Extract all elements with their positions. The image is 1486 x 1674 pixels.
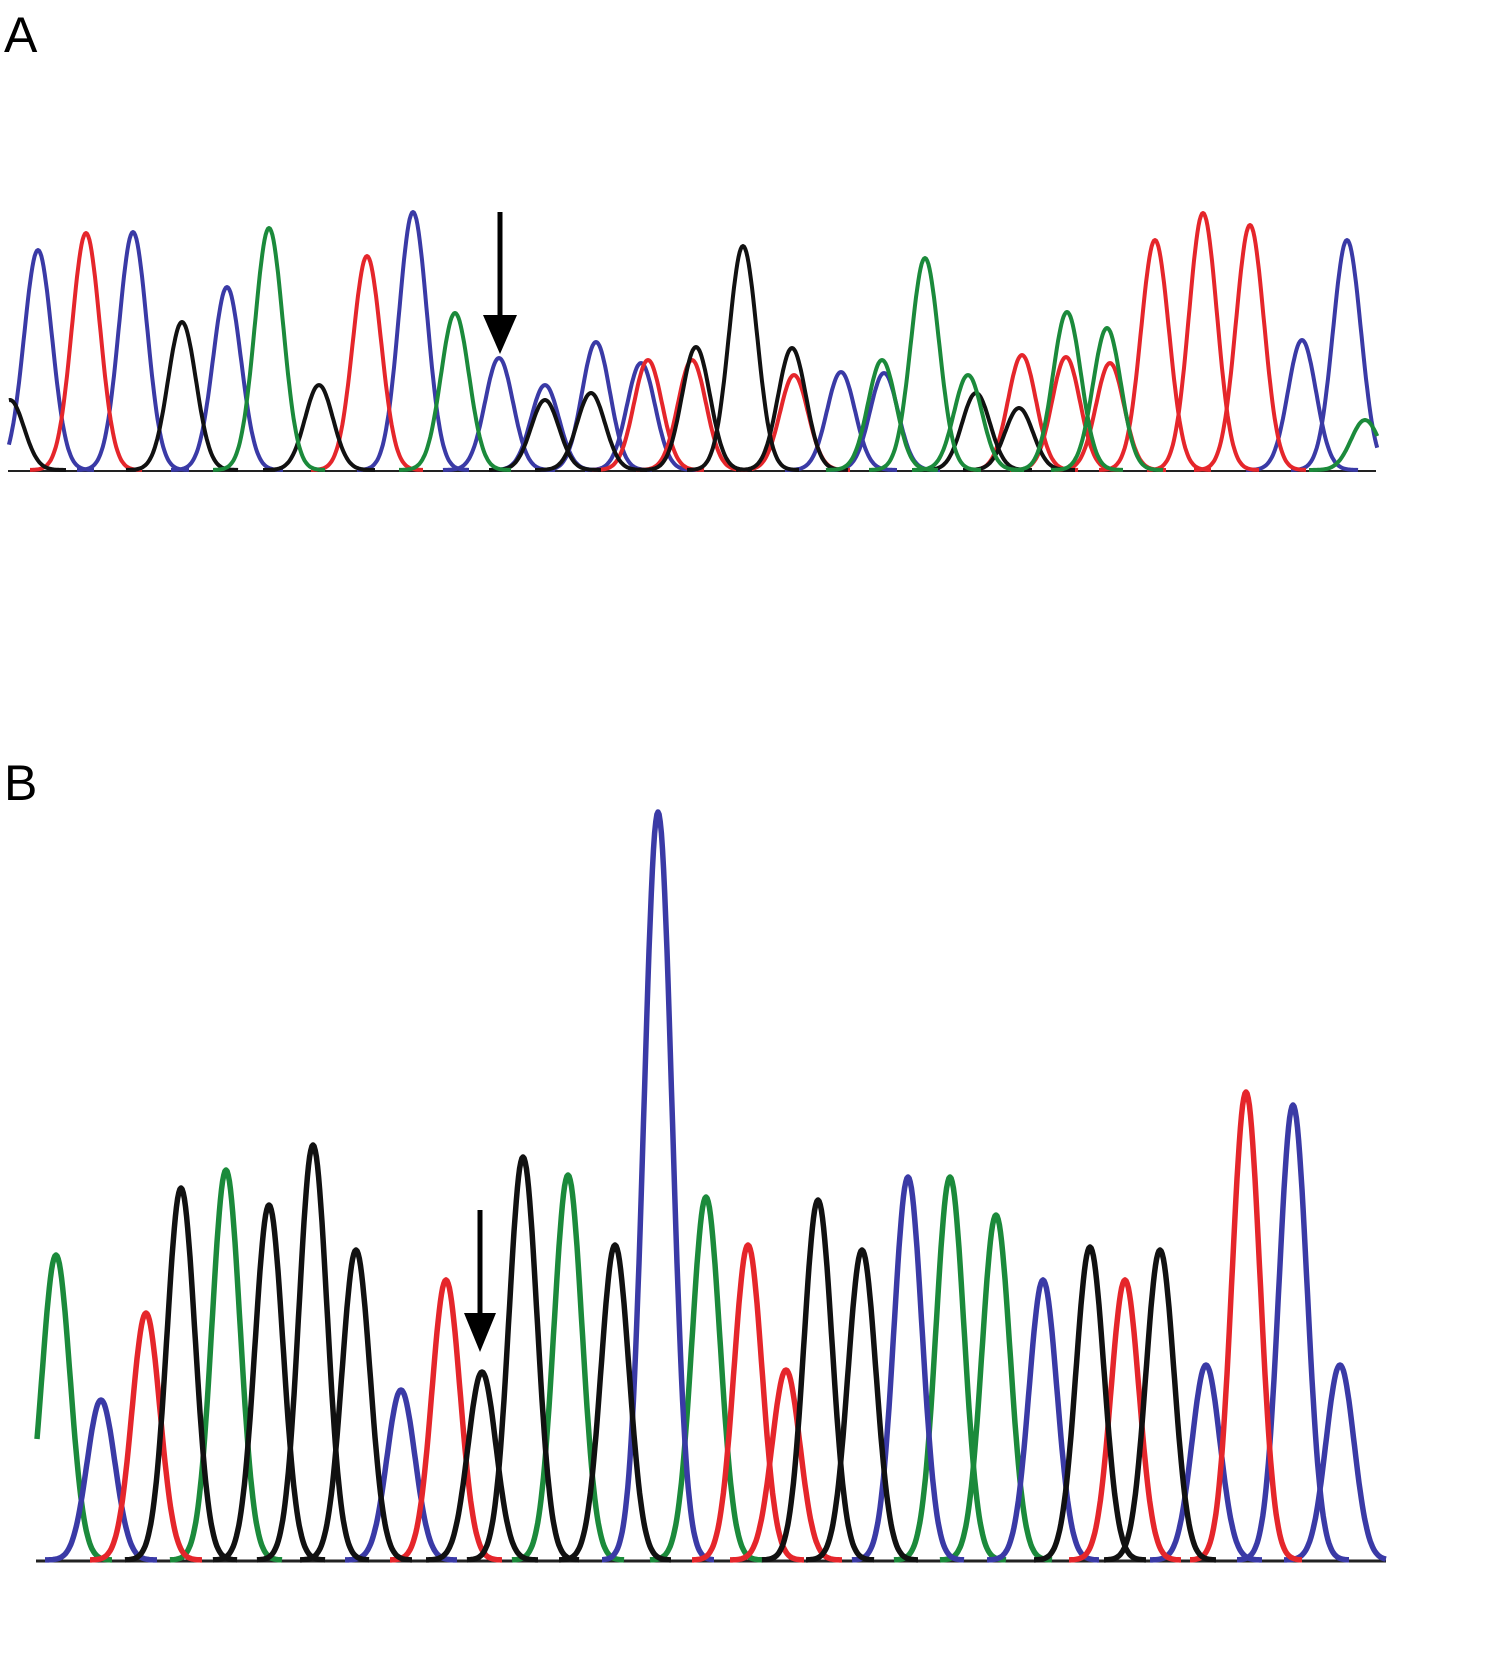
peak <box>850 1174 966 1563</box>
peak <box>88 1310 204 1563</box>
peak <box>1148 1362 1264 1563</box>
peak <box>911 373 1025 472</box>
peak <box>648 1194 764 1563</box>
peak <box>1245 338 1359 472</box>
peak <box>398 311 512 472</box>
peak <box>1050 326 1164 472</box>
peak <box>1053 361 1167 472</box>
peak <box>1193 223 1307 472</box>
peak <box>211 1202 327 1563</box>
peak <box>735 346 849 472</box>
peak <box>825 358 939 472</box>
peak <box>262 383 376 472</box>
peak <box>465 1154 581 1563</box>
peak <box>34 1252 114 1563</box>
peak <box>1067 1277 1183 1563</box>
peak <box>170 285 284 472</box>
peak <box>1188 1089 1304 1563</box>
peak <box>123 1185 239 1563</box>
peak <box>1098 238 1212 472</box>
peak <box>125 320 239 472</box>
peak <box>255 1142 371 1563</box>
peak <box>635 358 749 472</box>
peak <box>442 356 556 472</box>
peak <box>1235 1102 1351 1563</box>
panel-label: A <box>4 7 38 63</box>
peak <box>600 809 716 1563</box>
peak <box>298 1247 414 1563</box>
peak <box>356 210 470 472</box>
peak <box>985 1277 1101 1563</box>
peak <box>938 1212 1054 1563</box>
peak <box>534 391 648 472</box>
arrow <box>483 212 517 354</box>
peak <box>690 1242 806 1563</box>
peak <box>1146 211 1260 472</box>
peak <box>962 406 1076 472</box>
peak <box>1282 1362 1388 1563</box>
peak <box>1032 1244 1148 1563</box>
peak <box>343 1387 459 1563</box>
peak <box>29 231 143 472</box>
peak <box>510 1172 626 1563</box>
peak <box>76 230 190 472</box>
peak <box>6 248 95 472</box>
peak <box>1290 238 1380 472</box>
peak <box>591 358 705 472</box>
peak <box>919 391 1033 472</box>
peak <box>868 256 982 472</box>
peak <box>760 1197 876 1563</box>
peak <box>584 361 698 472</box>
peak <box>804 1247 920 1563</box>
peak <box>639 345 753 472</box>
panel-label: B <box>4 755 37 811</box>
peak <box>892 1174 1008 1563</box>
peak <box>424 1369 540 1563</box>
peak <box>686 244 800 472</box>
peak <box>8 398 67 472</box>
peak <box>827 371 941 472</box>
arrow <box>464 1210 496 1352</box>
peak <box>212 226 326 472</box>
peak <box>1308 418 1380 472</box>
peak <box>168 1167 284 1563</box>
peak <box>488 398 602 472</box>
peak <box>1102 1247 1218 1563</box>
peak <box>1010 310 1124 472</box>
peak <box>43 1397 159 1563</box>
peak <box>557 1242 673 1563</box>
peak <box>310 254 424 472</box>
